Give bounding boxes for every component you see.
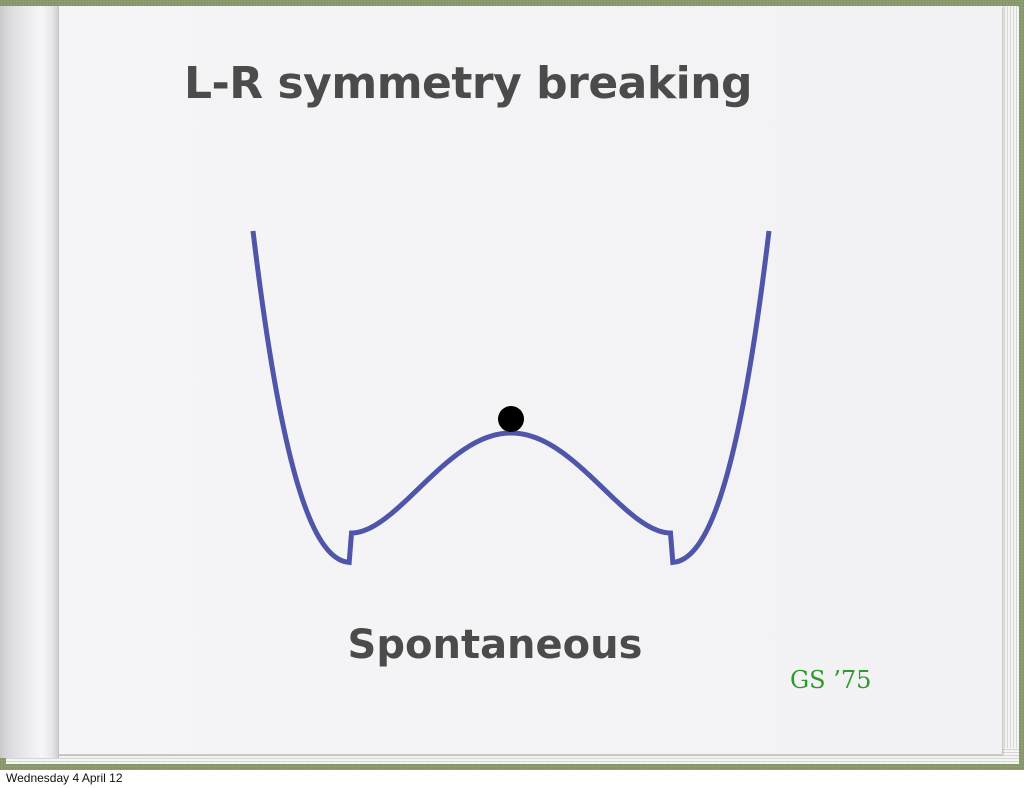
double-well-diagram [250, 230, 772, 566]
page-gutter [0, 6, 59, 758]
footer-date: Wednesday 4 April 12 [6, 771, 123, 785]
ball-marker [498, 406, 524, 432]
citation-label: GS ’75 [790, 666, 872, 694]
slide-page [0, 6, 1002, 754]
slide-subtitle: Spontaneous [347, 622, 643, 668]
potential-curve [250, 230, 772, 566]
footer-bar [0, 770, 1024, 788]
slide-title: L-R symmetry breaking [183, 58, 753, 109]
